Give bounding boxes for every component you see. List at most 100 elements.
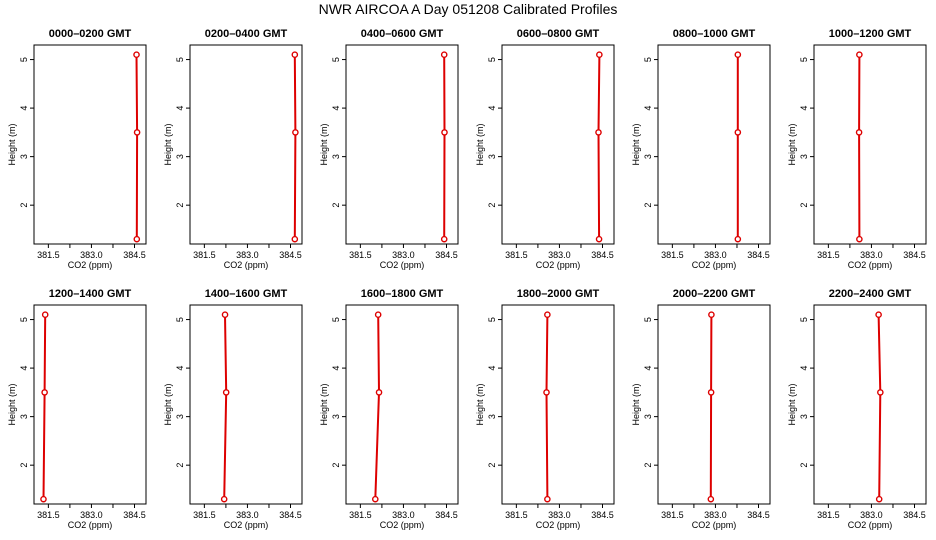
data-point xyxy=(440,235,448,243)
data-point xyxy=(596,51,603,59)
y-tick-label: 3 xyxy=(487,154,497,159)
x-tick-label: 383.0 xyxy=(704,250,727,260)
data-point xyxy=(375,389,383,396)
y-tick-label: 2 xyxy=(19,203,29,208)
x-axis-label: CO2 (ppm) xyxy=(224,520,269,530)
panel-6: 1000–1200 GMT 381.5 383.0 384.5 CO2 (ppm) 2 3 4… xyxy=(787,28,927,270)
data-point xyxy=(441,129,448,136)
data-point xyxy=(292,129,299,136)
x-tick-label: 384.5 xyxy=(747,510,770,520)
y-axis-label: Height (m) xyxy=(7,383,17,425)
data-point xyxy=(856,235,863,243)
data-point xyxy=(220,495,228,503)
x-tick-label: 383.0 xyxy=(548,250,571,260)
data-point xyxy=(877,389,884,396)
y-axis-label: Height (m) xyxy=(787,383,797,425)
panel-1: 0000–0200 GMT 381.5 383.0 384.5 CO2 (ppm) 2 3 4… xyxy=(7,28,147,270)
x-tick-label: 381.5 xyxy=(37,510,60,520)
profile-line xyxy=(877,314,882,500)
y-tick-label: 3 xyxy=(799,414,809,419)
y-tick-label: 4 xyxy=(175,366,185,371)
data-point xyxy=(734,51,742,59)
profile-line xyxy=(223,314,228,500)
y-tick-label: 3 xyxy=(19,414,29,419)
x-tick-label: 381.5 xyxy=(661,250,684,260)
y-tick-label: 5 xyxy=(487,57,497,62)
profile-line xyxy=(135,54,139,240)
panel-10: 1800–2000 GMT 381.5 383.0 384.5 CO2 (ppm) 2 3 4… xyxy=(475,288,615,530)
y-axis-label: Height (m) xyxy=(319,383,329,425)
y-tick-label: 2 xyxy=(487,463,497,468)
plot-frame xyxy=(189,304,303,505)
data-point xyxy=(543,389,550,396)
y-tick-label: 4 xyxy=(643,106,653,111)
x-tick-label: 384.5 xyxy=(279,510,302,520)
profile-line xyxy=(709,314,713,500)
y-tick-label: 3 xyxy=(643,154,653,159)
x-tick-label: 381.5 xyxy=(505,250,528,260)
y-tick-label: 4 xyxy=(487,106,497,111)
y-tick-label: 2 xyxy=(19,463,29,468)
plot-frame xyxy=(501,304,615,505)
y-tick-label: 3 xyxy=(487,414,497,419)
plot-frame xyxy=(33,304,147,505)
y-tick-label: 4 xyxy=(799,106,809,111)
data-point xyxy=(440,51,448,59)
y-tick-label: 3 xyxy=(643,414,653,419)
panel-5: 0800–1000 GMT 381.5 383.0 384.5 CO2 (ppm) 2 3 4… xyxy=(631,28,771,270)
x-tick-label: 381.5 xyxy=(817,510,840,520)
data-point xyxy=(222,389,230,396)
x-axis-label: CO2 (ppm) xyxy=(68,520,113,530)
y-tick-label: 3 xyxy=(331,414,341,419)
data-point xyxy=(707,389,715,396)
x-tick-label: 384.5 xyxy=(591,250,614,260)
y-tick-label: 4 xyxy=(643,366,653,371)
x-tick-label: 381.5 xyxy=(37,250,60,260)
x-tick-label: 384.5 xyxy=(123,510,146,520)
data-point xyxy=(875,311,882,319)
data-point xyxy=(133,51,140,59)
data-point xyxy=(40,495,47,503)
y-tick-label: 2 xyxy=(331,203,341,208)
plot-frame xyxy=(657,44,771,245)
x-tick-label: 383.0 xyxy=(548,510,571,520)
y-tick-label: 5 xyxy=(331,317,341,322)
y-tick-label: 4 xyxy=(175,106,185,111)
x-axis-label: CO2 (ppm) xyxy=(380,520,425,530)
x-axis-label: CO2 (ppm) xyxy=(224,260,269,270)
x-tick-label: 383.0 xyxy=(392,510,415,520)
plot-frame xyxy=(657,304,771,505)
y-axis-label: Height (m) xyxy=(475,123,485,165)
y-axis-label: Height (m) xyxy=(163,383,173,425)
data-point xyxy=(734,235,742,243)
x-tick-label: 381.5 xyxy=(661,510,684,520)
x-tick-label: 381.5 xyxy=(349,250,372,260)
panel-title: 1200–1400 GMT xyxy=(49,288,132,300)
data-point xyxy=(855,129,863,136)
x-tick-label: 381.5 xyxy=(193,250,216,260)
data-point xyxy=(291,235,299,243)
panel-9: 1600–1800 GMT 381.5 383.0 384.5 CO2 (ppm) 2 3 4… xyxy=(319,288,459,530)
data-point xyxy=(595,235,603,243)
panel-title: 0400–0600 GMT xyxy=(361,28,444,40)
x-tick-label: 384.5 xyxy=(903,250,926,260)
x-tick-label: 384.5 xyxy=(903,510,926,520)
plot-frame xyxy=(813,304,927,505)
panel-8: 1400–1600 GMT 381.5 383.0 384.5 CO2 (ppm) 2 3 4… xyxy=(163,288,303,530)
plot-frame xyxy=(345,304,459,505)
x-tick-label: 381.5 xyxy=(505,510,528,520)
x-axis-label: CO2 (ppm) xyxy=(692,520,737,530)
x-tick-label: 383.0 xyxy=(860,510,883,520)
data-point xyxy=(707,495,715,503)
y-tick-label: 2 xyxy=(331,463,341,468)
data-point xyxy=(544,311,551,319)
y-tick-label: 4 xyxy=(799,366,809,371)
panel-12: 2200–2400 GMT 381.5 383.0 384.5 CO2 (ppm) 2 3 4… xyxy=(787,288,927,530)
profile-line xyxy=(374,314,381,500)
data-point xyxy=(374,311,382,319)
y-tick-label: 2 xyxy=(799,463,809,468)
panel-title: 2200–2400 GMT xyxy=(829,288,912,300)
y-tick-label: 4 xyxy=(331,106,341,111)
panel-title: 0800–1000 GMT xyxy=(673,28,756,40)
panel-title: 1800–2000 GMT xyxy=(517,288,600,300)
